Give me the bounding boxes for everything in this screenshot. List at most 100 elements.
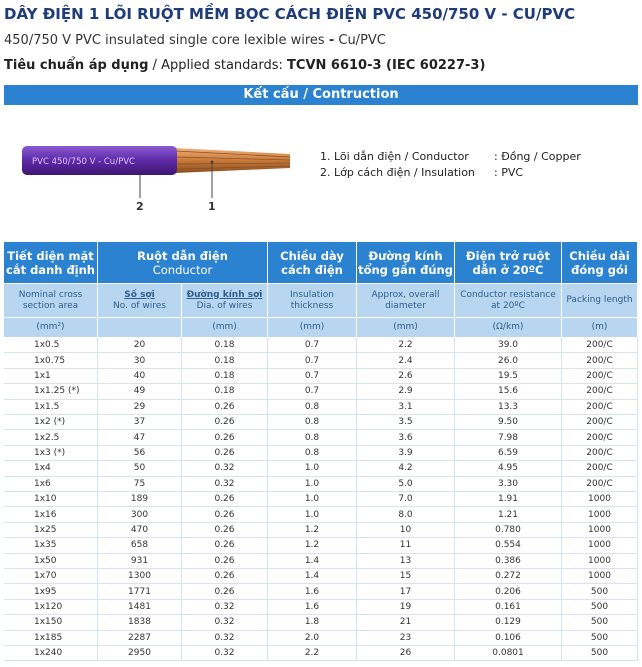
table-cell: 0.106 (455, 630, 562, 646)
cell-text: 0.18 (214, 370, 235, 381)
header-cell: Tiết diện mặt cắt danh định (4, 242, 98, 284)
header-text: Chiều dài đóng gói (569, 248, 630, 277)
subheader-cell: Approx, overall diameter (357, 284, 455, 318)
unit-text: (mm²) (36, 322, 65, 332)
table-cell: 0.26 (182, 538, 268, 554)
cell-text: 0.26 (214, 586, 235, 597)
header-cell: Chiều dài đóng gói (562, 242, 638, 284)
table-cell: 1.2 (268, 538, 357, 554)
spec-table: Tiết diện mặt cắt danh định Ruột dẫn điện… (4, 242, 638, 667)
cell-text: 0.32 (214, 601, 235, 612)
legend-material: : Đồng / Copper (494, 150, 581, 163)
table-cell: 1.8 (268, 615, 357, 631)
subheader-text: Conductor resistance at 20ºC (460, 289, 556, 311)
cell-text: 500 (590, 601, 609, 612)
table-cell: 0.32 (182, 599, 268, 616)
legend-part: 1. Lõi dẫn điện / Conductor (320, 150, 469, 163)
cell-text: 0.26 (214, 494, 235, 505)
cell-text: 17 (399, 586, 412, 597)
section-band: Kết cấu / Contruction (4, 85, 638, 105)
table-cell: 0.26 (182, 399, 268, 415)
cell-text: 0.26 (214, 524, 235, 535)
standards-label-en: / Applied standards: (148, 58, 288, 73)
cell-text: 200/C (586, 417, 613, 428)
cell-text: 1x150 (34, 617, 63, 628)
unit-text: (mm) (299, 322, 325, 332)
subheader-cell: Conductor resistance at 20ºC (455, 284, 562, 318)
table-cell: 7.98 (455, 430, 562, 446)
table-cell: 1x240 (4, 646, 98, 662)
table-cell: 29 (98, 399, 182, 415)
cell-text: 19.5 (497, 370, 519, 381)
cell-text: 1x0.75 (34, 355, 66, 366)
cell-text: 4.95 (497, 463, 519, 474)
unit-cell: (m) (562, 318, 638, 338)
table-cell: 3.9 (357, 445, 455, 462)
table-cell: 50 (98, 461, 182, 477)
table-cell: 1x2.5 (4, 430, 98, 446)
subtitle: 450/750 V PVC insulated single core lexi… (4, 33, 386, 48)
table-cell: 4.95 (455, 461, 562, 477)
cell-text: 26 (399, 648, 412, 659)
cell-text: 189 (130, 494, 149, 505)
cell-text: 40 (133, 370, 146, 381)
table-cell: 200/C (562, 461, 638, 477)
cell-text: 3.6 (398, 432, 413, 443)
table-cell: 3.1 (357, 399, 455, 415)
cell-text: 0.7 (304, 370, 320, 381)
table-cell: 200/C (562, 415, 638, 431)
table-cell: 0.0801 (455, 646, 562, 662)
cell-text: 1771 (128, 586, 151, 597)
cell-text: 2950 (128, 648, 151, 659)
cell-text: 1.6 (304, 601, 320, 612)
table-cell: 1x25 (4, 522, 98, 539)
header-text: Tiết diện mặt cắt danh định (6, 248, 95, 277)
table-cell: 1.91 (455, 492, 562, 508)
cell-text: 3.30 (497, 478, 519, 489)
cell-text: 3.5 (398, 417, 413, 428)
table-cell: 1x10 (4, 492, 98, 508)
subheader-text: Dia. of wires (196, 300, 253, 311)
table-cell: 1.0 (268, 492, 357, 508)
table-cell: 0.780 (455, 522, 562, 539)
table-cell: 500 (562, 646, 638, 662)
cell-text: 200/C (586, 340, 613, 351)
table-cell: 2.4 (357, 353, 455, 369)
table-cell: 300 (98, 507, 182, 523)
subheader-cell: Insulation thickness (268, 284, 357, 318)
table-cell: 9.50 (455, 415, 562, 431)
cell-text: 1x1 (34, 370, 51, 381)
table-cell: 6.59 (455, 445, 562, 462)
cell-text: 3.9 (398, 447, 413, 458)
cell-text: 1x70 (34, 571, 57, 582)
table-cell: 23 (357, 630, 455, 646)
cell-text: 1000 (588, 571, 611, 582)
table-cell: 39.0 (455, 338, 562, 354)
unit-cell: (mm²) (4, 318, 98, 338)
table-cell: 1481 (98, 599, 182, 616)
table-cell: 0.26 (182, 507, 268, 523)
header-text: Chiều dày cách điện (280, 248, 344, 277)
table-cell: 15.6 (455, 384, 562, 400)
table-cell: 200/C (562, 430, 638, 446)
table-cell: 1x0.75 (4, 353, 98, 369)
cable-print: PVC 450/750 V - Cu/PVC (32, 157, 135, 167)
header-cell: Chiều dày cách điện (268, 242, 357, 284)
header-cell: Điện trở ruột dẫn ở 20ºC (455, 242, 562, 284)
table-cell: 0.32 (182, 646, 268, 662)
cell-text: 0.7 (304, 340, 320, 351)
table-cell: 3.6 (357, 430, 455, 446)
cell-text: 0.8 (304, 447, 320, 458)
table-cell: 0.8 (268, 430, 357, 446)
unit-cell (98, 318, 182, 338)
cell-text: 1.91 (497, 494, 519, 505)
cell-text: 500 (590, 617, 609, 628)
header-text-en: Conductor (152, 262, 213, 277)
subheader-cell: Số sợi No. of wires (98, 284, 182, 318)
table-cell: 0.554 (455, 538, 562, 554)
table-cell: 0.18 (182, 368, 268, 385)
unit-cell: (mm) (182, 318, 268, 338)
cell-text: 0.386 (495, 555, 521, 566)
table-cell: 40 (98, 368, 182, 385)
